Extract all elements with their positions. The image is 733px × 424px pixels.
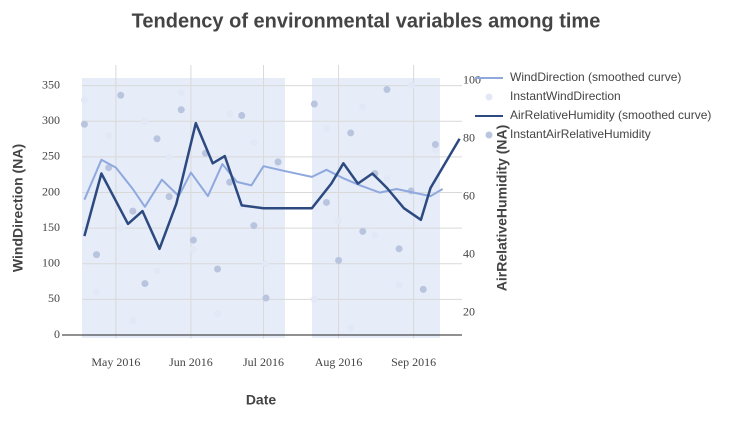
scatter-point (238, 112, 246, 120)
legend-label: AirRelativeHumidity (smoothed curve) (510, 108, 711, 122)
scatter-point (117, 91, 125, 99)
scatter-point (177, 89, 185, 97)
scatter-point (189, 236, 197, 244)
chart-title: Tendency of environmental variables amon… (132, 10, 601, 32)
grid (82, 65, 462, 339)
scatter-point (383, 85, 391, 93)
x-tick-label: Jun 2016 (169, 355, 213, 369)
y2-tick-label: 100 (463, 73, 481, 87)
scatter-point (129, 317, 137, 325)
scatter-point (395, 281, 403, 289)
line (83, 121, 461, 251)
y-tick-label: 0 (54, 327, 60, 341)
scatter-point (189, 246, 197, 254)
scatter-point (93, 288, 101, 296)
scatter-point (274, 158, 282, 166)
scatter-point (177, 106, 185, 114)
scatter-point (250, 139, 258, 147)
scatter-point (407, 82, 415, 90)
scatter-point (359, 227, 367, 235)
scatter-point (347, 129, 355, 137)
scatter-point (419, 196, 427, 204)
y-tick-label: 50 (48, 291, 60, 305)
scatter-point (117, 224, 125, 232)
y-tick-label: 150 (42, 220, 60, 234)
scatter-point (335, 217, 343, 225)
scatter-point (165, 193, 173, 201)
scatter-point (262, 260, 270, 268)
x-tick-label: Sep 2016 (391, 355, 436, 369)
scatter-point (262, 294, 270, 302)
scatter-point (80, 120, 88, 128)
scatter-point (431, 141, 439, 149)
scatter-point (165, 153, 173, 161)
y-tick-label: 100 (42, 256, 60, 270)
legend-swatch (485, 93, 493, 101)
y-tick-label: 250 (42, 149, 60, 163)
scatter-point (153, 267, 161, 275)
scatter-point (419, 285, 427, 293)
scatter-point (93, 251, 101, 259)
scatter-point (141, 280, 149, 288)
y-tick-label: 300 (42, 113, 60, 127)
scatter-point (335, 256, 343, 264)
scatter-point (322, 124, 330, 132)
y2-tick-label: 60 (463, 188, 475, 202)
scatter-point (359, 103, 367, 111)
scatter-point (395, 245, 403, 253)
scatter-point (371, 231, 379, 239)
y2-tick-label: 80 (463, 130, 475, 144)
legend-label: WindDirection (smoothed curve) (510, 70, 681, 84)
scatter-point (105, 132, 113, 140)
scatter-point (214, 265, 222, 273)
legend-swatch (485, 131, 493, 139)
x-axis-title: Date (246, 392, 277, 408)
y2-tick-label: 40 (463, 246, 475, 260)
scatter-point (105, 164, 113, 172)
scatter-point (310, 295, 318, 303)
scatter-point (226, 110, 234, 118)
scatter-point (347, 324, 355, 332)
scatter-point (129, 207, 137, 215)
scatter-point (226, 178, 234, 186)
scatter-point (383, 174, 391, 182)
scatter-point (141, 117, 149, 125)
scatter-point (322, 198, 330, 206)
x-tick-label: Jul 2016 (243, 355, 284, 369)
y-tick-label: 200 (42, 184, 60, 198)
y-tick-label: 350 (42, 77, 60, 91)
scatter-point (310, 100, 318, 108)
legend-label: InstantWindDirection (510, 89, 621, 103)
legend-label: InstantAirRelativeHumidity (510, 127, 651, 141)
scatter-point (431, 146, 439, 154)
y2-axis-title: AirRelativeHumidity (NA) (494, 125, 510, 291)
scatter-point (214, 310, 222, 318)
y-axis-title: WindDirection (NA) (10, 144, 26, 272)
y2-tick-label: 20 (463, 304, 475, 318)
scatter-point (250, 222, 258, 230)
scatter-point (153, 135, 161, 143)
x-tick-label: Aug 2016 (315, 355, 363, 369)
line (83, 158, 444, 208)
x-tick-label: May 2016 (91, 355, 140, 369)
scatter-point (80, 96, 88, 104)
